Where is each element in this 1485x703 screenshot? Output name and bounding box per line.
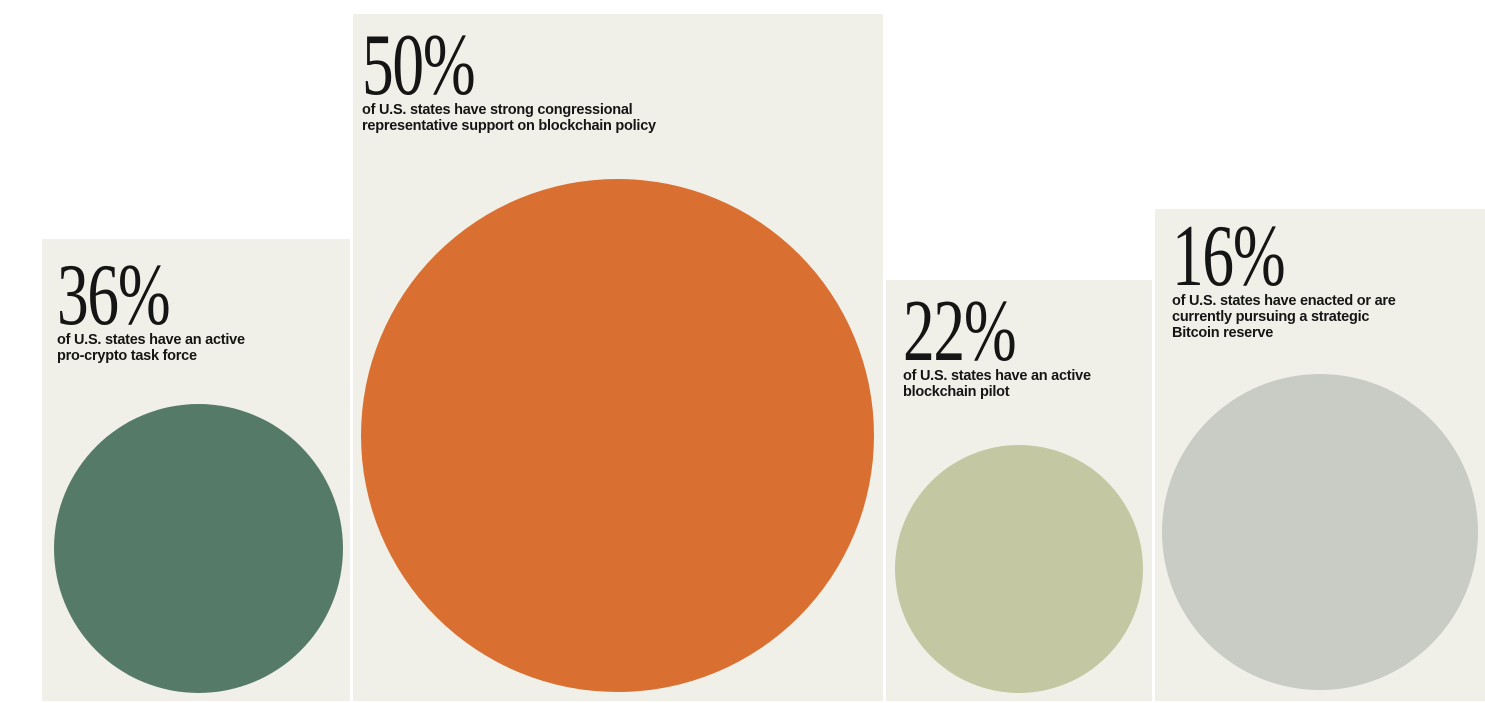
stat-panel-blockchain-pilot: 22% of U.S. states have an active blockc… [886, 280, 1152, 701]
stat-panel-bitcoin-reserve: 16% of U.S. states have enacted or are c… [1155, 209, 1485, 701]
stat-value: 50% [362, 17, 476, 114]
stat-value: 36% [57, 247, 171, 344]
stat-panel-pro-crypto-task-force: 36% of U.S. states have an active pro-cr… [42, 239, 350, 701]
stat-description: of U.S. states have an active pro-crypto… [57, 332, 245, 365]
proportion-circle [54, 404, 343, 693]
stat-description: of U.S. states have strong congressional… [362, 102, 656, 135]
proportion-circle [361, 179, 874, 692]
proportion-circle [1162, 374, 1478, 690]
proportion-circle [895, 445, 1143, 693]
stat-value: 16% [1172, 208, 1286, 305]
stat-description: of U.S. states have an active blockchain… [903, 368, 1091, 401]
stat-panel-congressional-support: 50% of U.S. states have strong congressi… [353, 14, 883, 701]
stat-description: of U.S. states have enacted or are curre… [1172, 293, 1396, 342]
stat-value: 22% [903, 283, 1017, 380]
